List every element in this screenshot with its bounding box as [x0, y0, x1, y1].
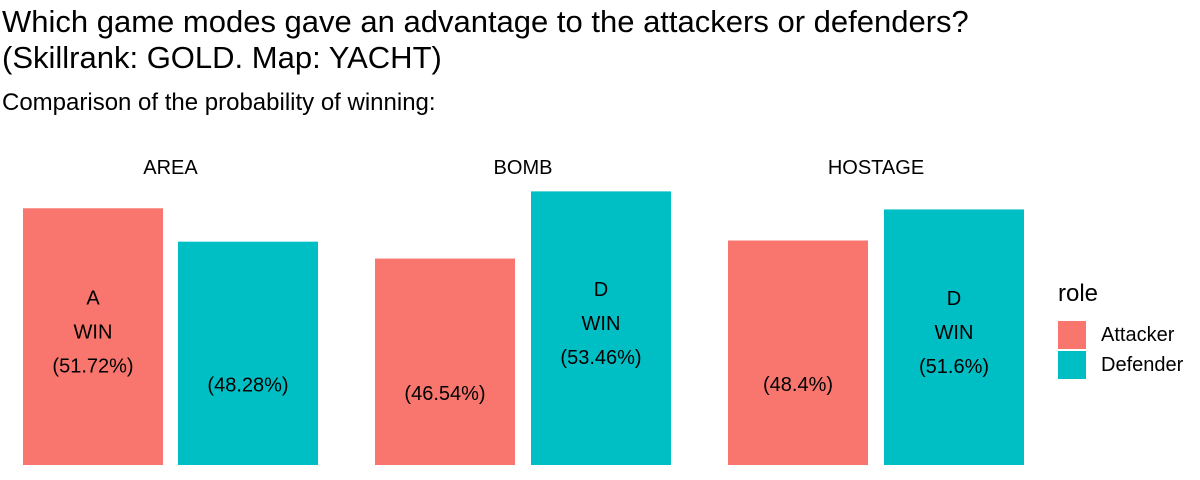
bar-hostage-defender [884, 209, 1024, 465]
winner-label-bomb-line2: WIN [582, 313, 621, 335]
facet-label-area: AREA [143, 157, 198, 179]
facet-label-bomb: BOMB [494, 157, 553, 179]
legend-key-defender [1058, 351, 1086, 379]
facet-label-hostage: HOSTAGE [828, 157, 924, 179]
winner-label-area-line1: A [86, 288, 100, 310]
data-label-area-defender: (48.28%) [207, 374, 288, 396]
data-label-hostage-attacker: (48.4%) [763, 374, 833, 396]
winner-label-hostage-line2: WIN [935, 322, 974, 344]
legend-item-attacker: Attacker [1058, 320, 1183, 350]
legend: role Attacker Defender [1058, 280, 1183, 380]
bar-chart: AREA A WIN (51.72%) (48.28%) BOMB (46.54%) D WIN… [23, 157, 1024, 466]
legend-item-defender: Defender [1058, 350, 1183, 380]
legend-label-defender: Defender [1101, 353, 1184, 376]
bar-bomb-defender [531, 191, 671, 465]
winner-label-bomb-line1: D [594, 279, 608, 301]
winner-label-hostage-line1: D [947, 288, 961, 310]
legend-key-attacker [1058, 321, 1086, 349]
legend-title: role [1058, 280, 1099, 307]
bar-area-attacker [23, 208, 163, 466]
data-label-hostage-defender: (51.6%) [919, 356, 989, 378]
bar-bomb-attacker [375, 258, 515, 465]
chart-subtitle: Comparison of the probability of winning… [2, 89, 436, 116]
legend-label-attacker: Attacker [1101, 323, 1175, 346]
bar-area-defender [178, 241, 318, 465]
bar-hostage-attacker [728, 240, 868, 465]
winner-label-area-line2: WIN [74, 322, 113, 344]
chart-title: Which game modes gave an advantage to th… [2, 4, 969, 75]
data-label-bomb-attacker: (46.54%) [404, 383, 485, 405]
data-label-bomb-defender: (53.46%) [560, 347, 641, 369]
data-label-area-attacker: (51.72%) [52, 356, 133, 378]
